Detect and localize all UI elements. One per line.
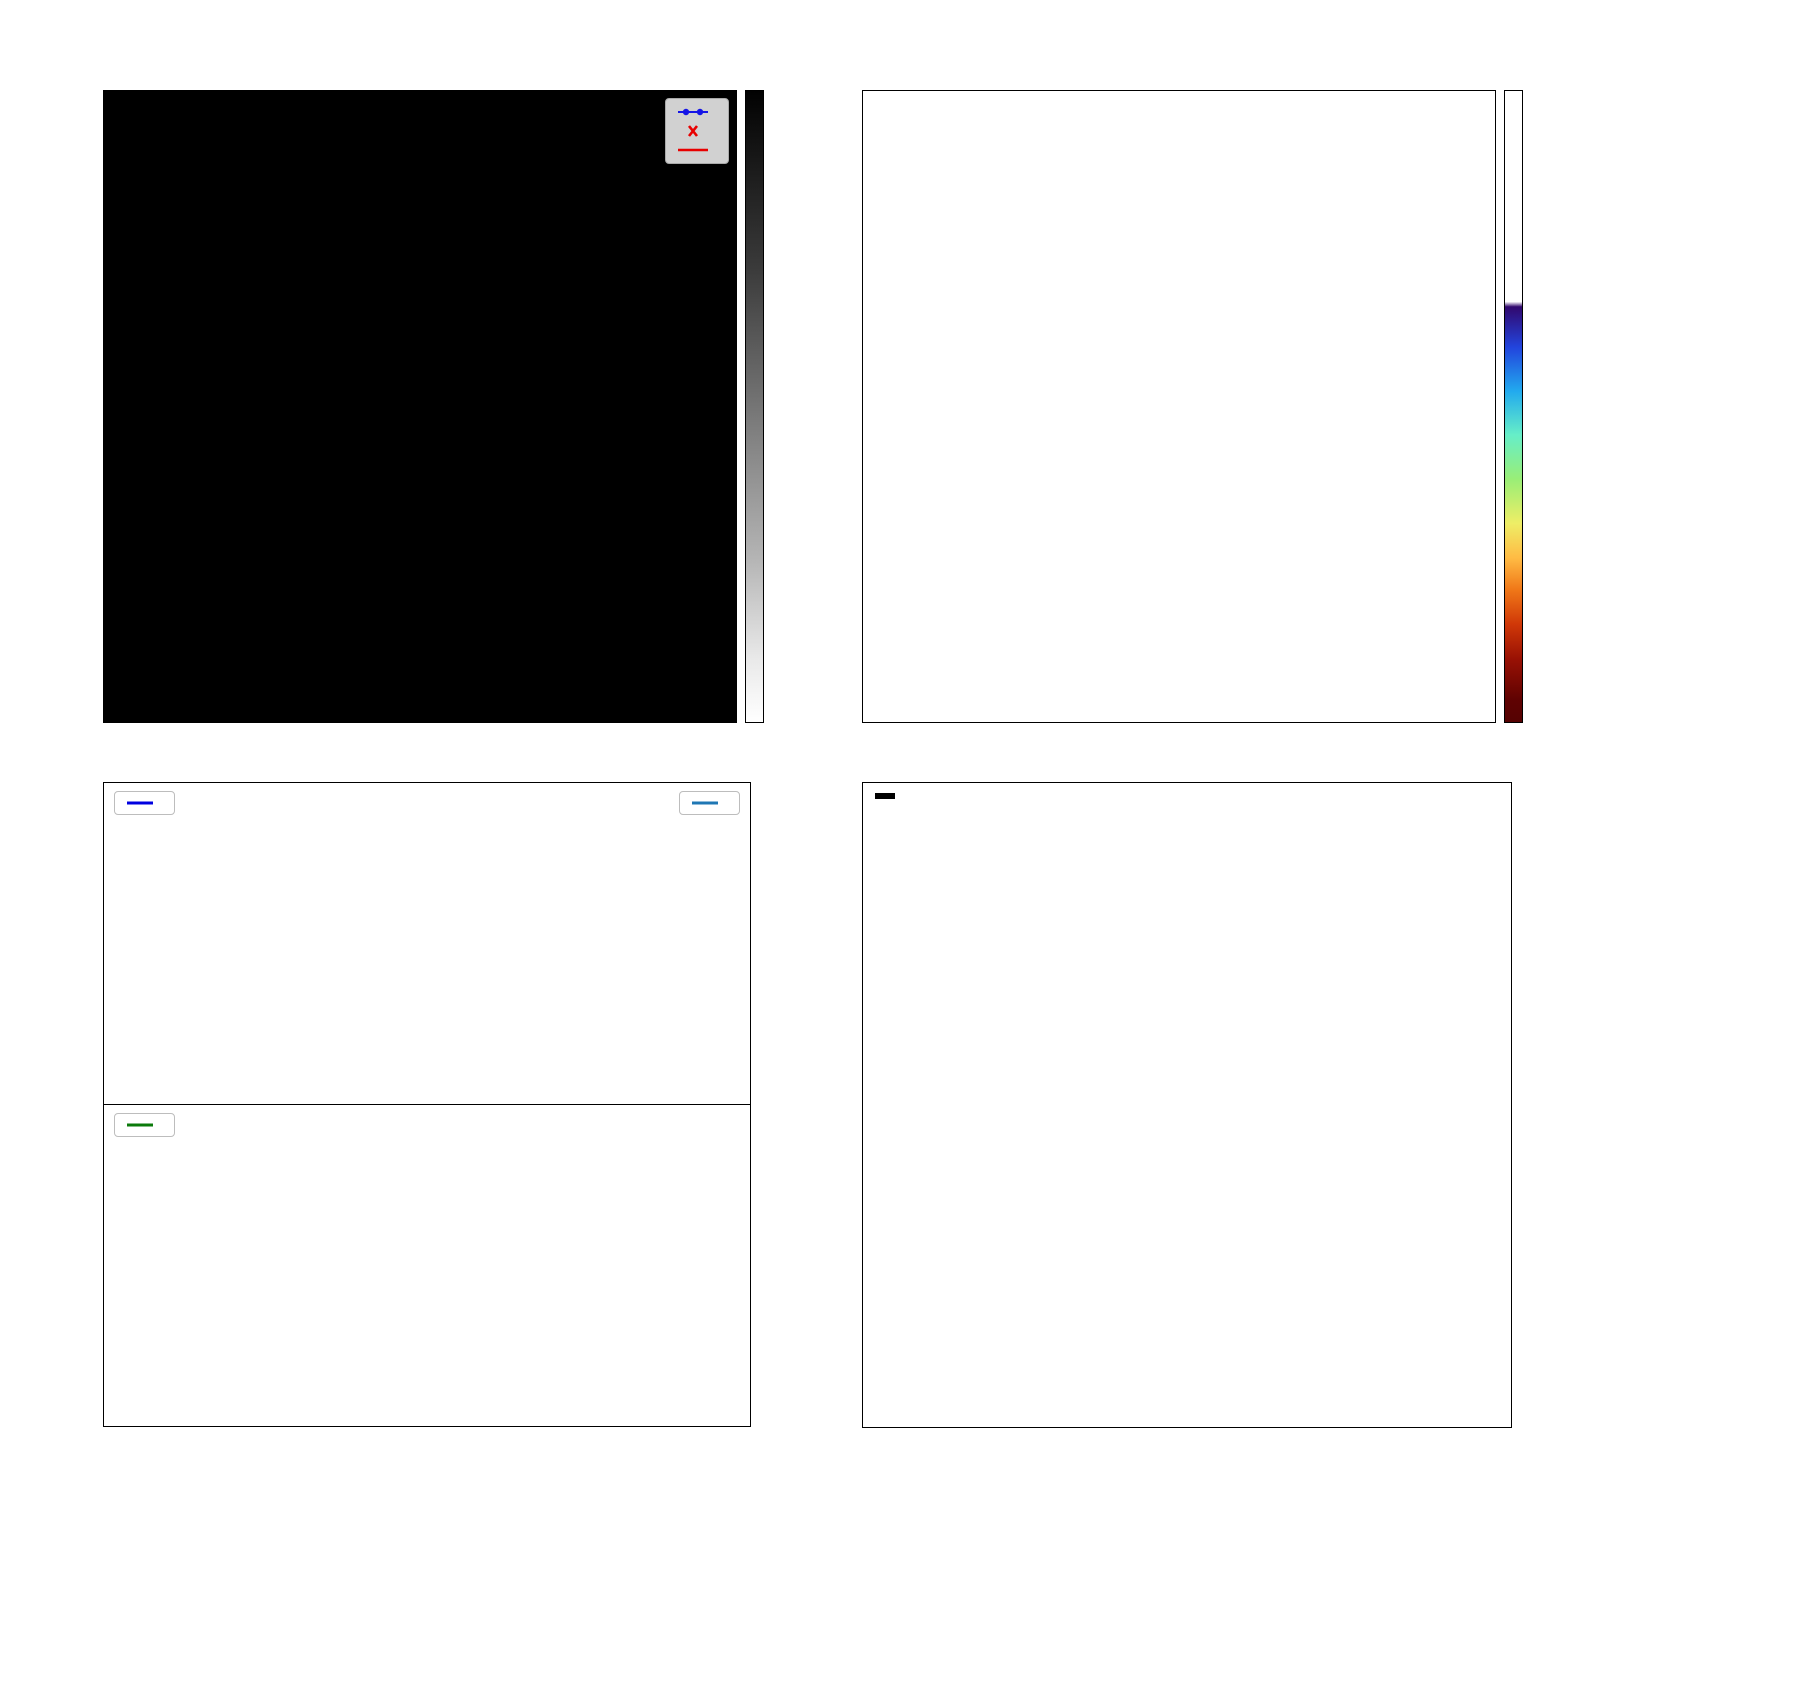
copyright-label [108,712,122,718]
ace-line-icon [127,1123,153,1127]
awv-overlay [863,91,1495,722]
wmg-map [862,782,1512,1428]
jtwc-track-line-icon [678,108,708,116]
wind-line-icon [127,801,153,805]
band14-map [103,90,737,723]
ace-plot [104,1105,750,1426]
wind-legend [114,791,175,815]
ace-chart [103,1105,751,1427]
pressure-line-icon [692,801,718,805]
floater-line-icon [678,148,708,152]
awv-colorbar [1504,90,1523,723]
band14-colorbar [745,90,764,723]
awv-map [862,90,1496,723]
wmg-count-label [875,793,895,799]
ace-legend [114,1113,175,1137]
wind-pressure-plot [104,783,750,1104]
legend-row-jtwc [676,105,718,119]
band14-map-legend [665,98,729,164]
target-x-icon [687,125,699,137]
band14-satellite-image [104,91,736,722]
legend-row-floater [676,143,718,157]
legend-row-target [676,124,718,138]
wind-pressure-chart [103,782,751,1105]
pres-legend [679,791,740,815]
awv-satellite-image [863,91,1495,722]
band14-overlay [104,91,736,722]
wmg-grid-image [863,783,1511,1427]
